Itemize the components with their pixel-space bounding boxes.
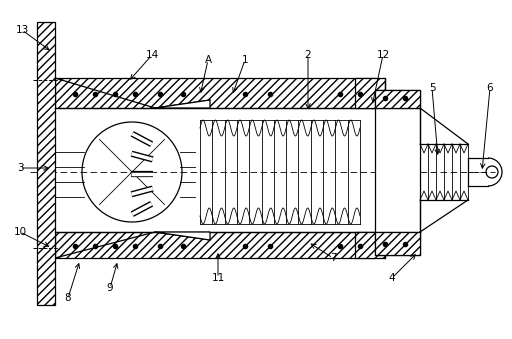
Bar [375, 90, 420, 108]
Bar [55, 232, 375, 258]
Bar [355, 78, 385, 108]
Text: 6: 6 [487, 83, 494, 93]
Text: 4: 4 [389, 273, 395, 283]
Text: 1: 1 [242, 55, 248, 65]
Text: 9: 9 [106, 283, 113, 293]
Text: 11: 11 [211, 273, 225, 283]
Bar [375, 232, 420, 255]
Text: 14: 14 [145, 50, 159, 60]
Polygon shape [155, 232, 210, 240]
Text: 10: 10 [13, 227, 27, 237]
Bar [355, 232, 385, 258]
Bar [55, 78, 375, 108]
Text: A: A [204, 55, 211, 65]
Polygon shape [55, 78, 155, 108]
Text: 5: 5 [429, 83, 435, 93]
Text: 7: 7 [330, 253, 336, 263]
Bar [375, 232, 420, 255]
Polygon shape [55, 232, 155, 258]
Bar [375, 90, 420, 108]
Bar [355, 232, 385, 258]
Text: 2: 2 [305, 50, 311, 60]
Bar [355, 78, 385, 108]
Bar [375, 90, 420, 255]
Text: 12: 12 [376, 50, 390, 60]
Bar [55, 232, 375, 258]
Bar [37, 22, 55, 305]
Bar [55, 78, 375, 108]
Text: 8: 8 [65, 293, 71, 303]
Text: 3: 3 [17, 163, 24, 173]
Bar [37, 22, 55, 305]
Polygon shape [155, 100, 210, 108]
Text: 13: 13 [15, 25, 29, 35]
